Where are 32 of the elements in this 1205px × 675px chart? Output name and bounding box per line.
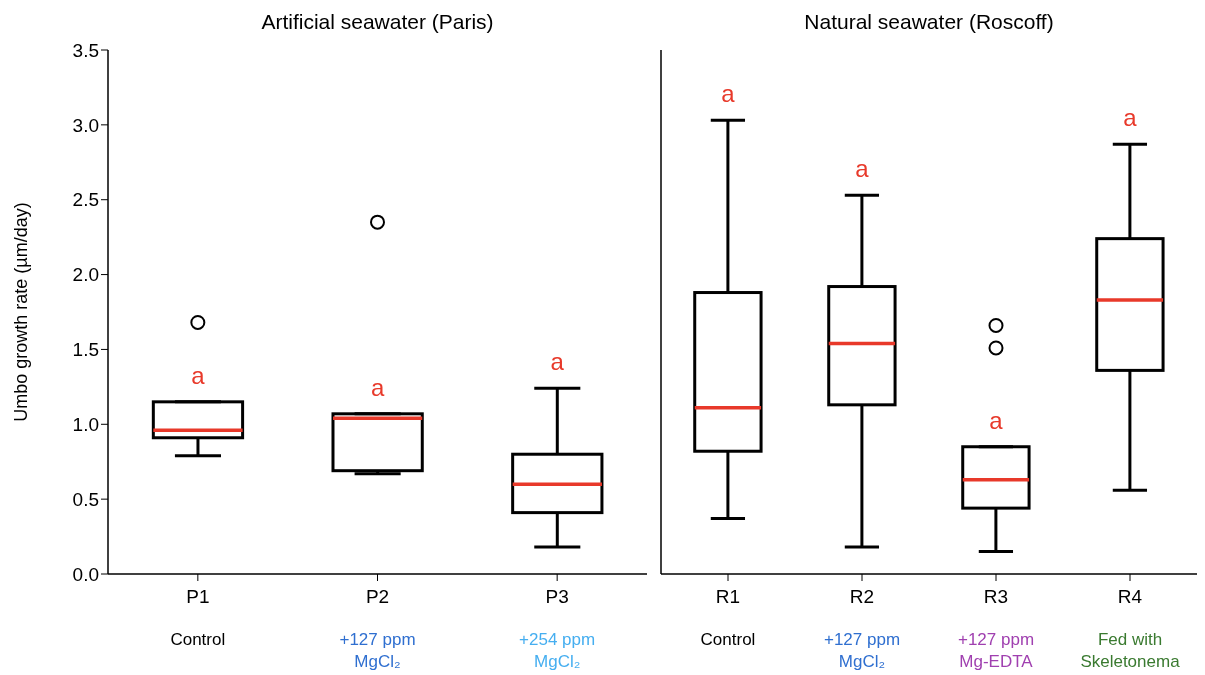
y-tick-label: 0.0 (72, 563, 99, 585)
annotation: a (1123, 104, 1138, 132)
annotation: a (370, 373, 385, 401)
annotation: a (550, 348, 565, 376)
x-tick-label: P1 (186, 586, 210, 607)
text: +127 ppm Mg-EDTA (957, 630, 1035, 671)
y-axis-title: Umbo growth rate (µm/day) (11, 202, 32, 422)
y-tick-label: 1.5 (72, 339, 99, 361)
x-tick-label: P3 (545, 586, 569, 607)
y-tick-label: 0.5 (72, 488, 99, 510)
text: Control (700, 630, 756, 649)
y-tick-label: 3.0 (72, 114, 99, 136)
x-tick-label: P2 (365, 586, 390, 607)
y-tick-label: 2.0 (72, 264, 99, 286)
text: +127 ppm MgCl₂ (823, 630, 901, 671)
annotation: a (721, 80, 736, 108)
text: Control (170, 630, 226, 649)
chart-title: Natural seawater (Roscoff) (803, 9, 1055, 35)
annotation: a (989, 406, 1004, 434)
annotation: a (191, 361, 206, 389)
text: +254 ppm MgCl₂ (519, 630, 596, 671)
text: Fed with Skeletonema (1080, 630, 1181, 671)
chart-title: Artificial seawater (Paris) (260, 9, 495, 35)
x-tick-label: R3 (983, 586, 1009, 607)
y-tick-label: 3.5 (72, 39, 99, 61)
x-tick-label: R1 (715, 586, 741, 607)
y-tick-label: 2.5 (72, 189, 99, 211)
text: +127 ppm MgCl₂ (339, 630, 416, 671)
x-tick-label: R4 (1117, 586, 1143, 607)
annotation: a (855, 155, 870, 183)
y-tick-label: 1.0 (72, 414, 99, 436)
x-tick-label: R2 (849, 586, 875, 607)
